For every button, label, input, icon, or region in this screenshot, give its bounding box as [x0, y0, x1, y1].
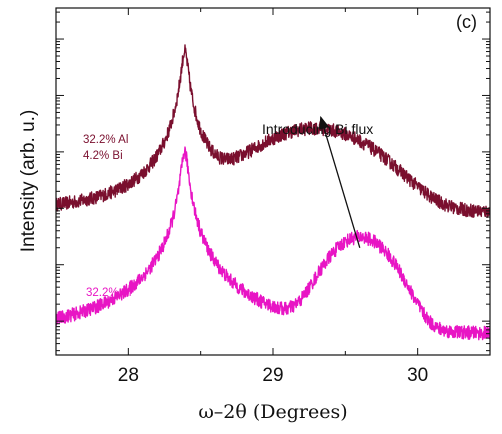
x-tick-label: 29 [262, 365, 283, 386]
x-tick-label: 30 [407, 365, 428, 386]
series-label-al-line-1: 32.2% Al [86, 287, 131, 299]
annotation-text: Introducing Bi flux [262, 121, 373, 137]
series-label-bi-line-2: 4.2% Bi [83, 150, 123, 162]
y-axis-title: Intensity (arb. u.) [18, 110, 39, 253]
series-line-0 [56, 44, 490, 219]
series-layer [56, 44, 490, 341]
annotation-arrow [319, 115, 361, 249]
x-tick-labels: 28 29 30 [118, 365, 428, 386]
x-axis-title: ω–2θ (Degrees) [198, 401, 347, 423]
series-line-1 [56, 146, 490, 341]
panel-label: (c) [456, 12, 477, 32]
x-tick-label: 28 [118, 365, 139, 386]
ticks-layer [55, 8, 491, 355]
series-label-bi-line-1: 32.2% Al [83, 134, 128, 146]
